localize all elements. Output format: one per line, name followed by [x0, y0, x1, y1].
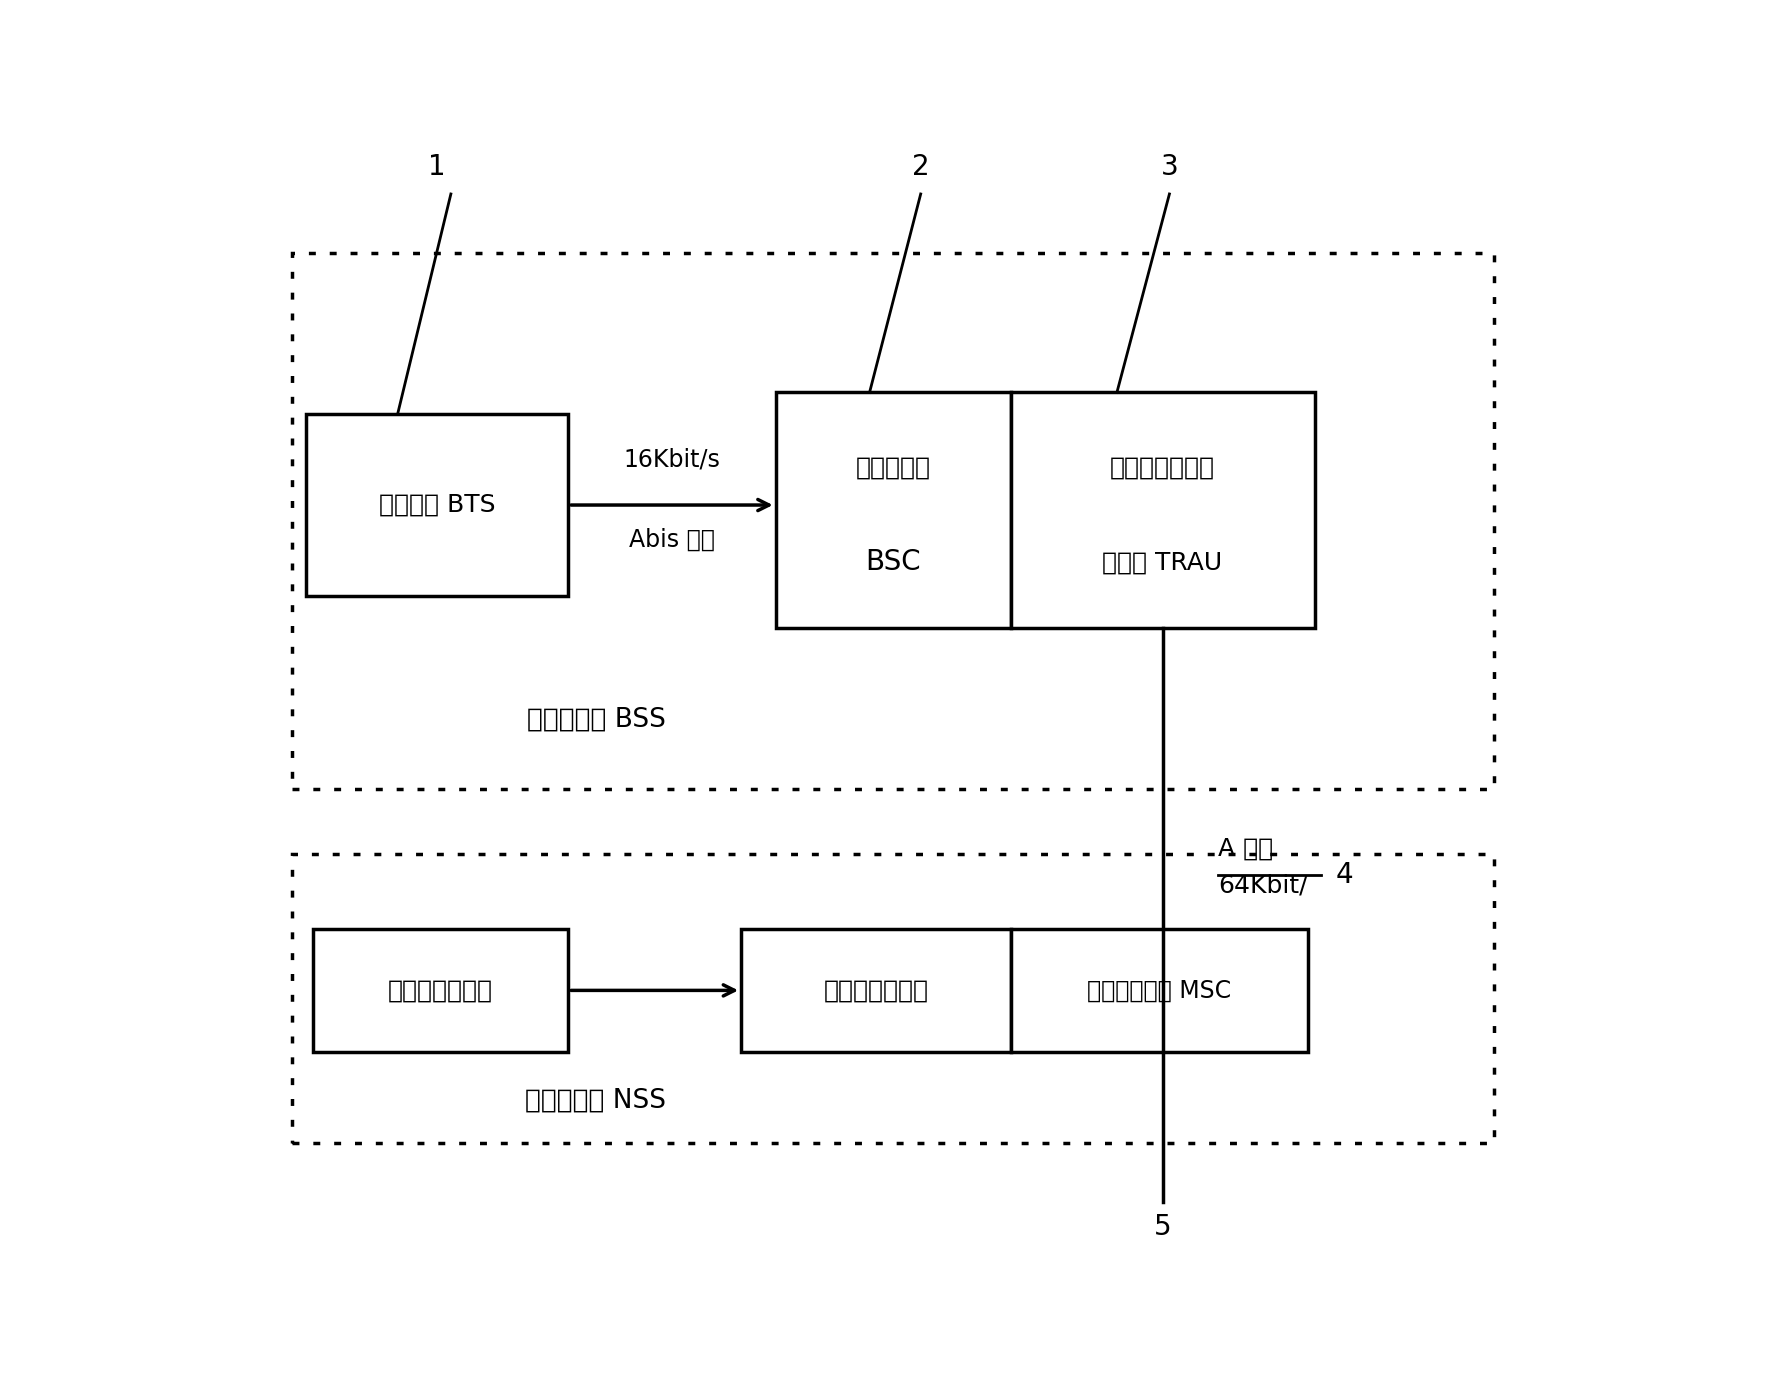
Text: 16Kbit/s: 16Kbit/s — [624, 449, 720, 472]
Text: 4: 4 — [1335, 861, 1353, 889]
Text: 5: 5 — [1153, 1213, 1171, 1241]
Bar — [307, 414, 568, 596]
Bar — [775, 393, 1010, 628]
Bar — [741, 929, 1010, 1052]
Text: 3: 3 — [1160, 153, 1178, 181]
Bar — [312, 929, 568, 1052]
Bar — [1010, 929, 1306, 1052]
Bar — [292, 254, 1493, 790]
Bar — [292, 854, 1493, 1144]
Text: 码变换与速率适: 码变换与速率适 — [1110, 456, 1214, 481]
Text: 移动交换中心 MSC: 移动交换中心 MSC — [1087, 978, 1230, 1003]
Text: 归属位置寄存器: 归属位置寄存器 — [388, 978, 494, 1003]
Bar — [1010, 393, 1313, 628]
Text: 基站子系统 BSS: 基站子系统 BSS — [526, 706, 665, 733]
Text: 1: 1 — [428, 153, 446, 181]
Text: 网络子系统 NSS: 网络子系统 NSS — [526, 1088, 666, 1113]
Text: 配单元 TRAU: 配单元 TRAU — [1101, 550, 1222, 574]
Text: 拜访位置寄存器: 拜访位置寄存器 — [823, 978, 928, 1003]
Text: A 接口: A 接口 — [1217, 836, 1272, 861]
Text: 基站系统 BTS: 基站系统 BTS — [378, 493, 495, 517]
Text: 2: 2 — [911, 153, 928, 181]
Text: Abis 接口: Abis 接口 — [629, 528, 715, 552]
Text: 基站控制器: 基站控制器 — [855, 456, 930, 481]
Text: 64Kbit/: 64Kbit/ — [1217, 873, 1306, 898]
Text: BSC: BSC — [864, 549, 920, 577]
